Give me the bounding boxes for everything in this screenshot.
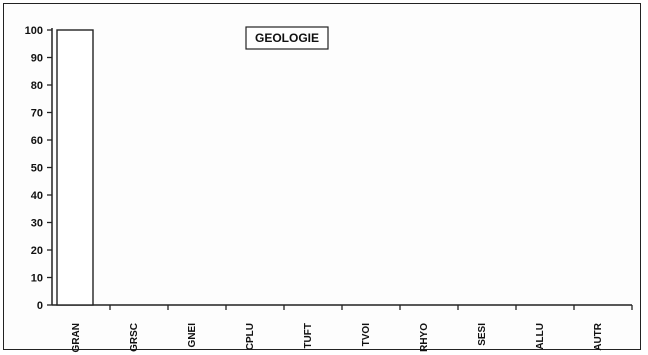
y-tick-label: 0 bbox=[37, 300, 43, 312]
y-tick-label: 80 bbox=[31, 80, 43, 92]
y-tick-label: 90 bbox=[31, 53, 43, 65]
y-tick-label: 70 bbox=[31, 108, 43, 120]
chart-title-box: GEOLOGIE bbox=[245, 26, 329, 50]
bar-gran bbox=[56, 29, 94, 306]
x-axis-labels: GRAN GRSC GNEI CPLU TUFT TVOI RHYO SESI ALLU AUTR bbox=[71, 305, 633, 352]
chart-title-border bbox=[245, 26, 329, 50]
x-tick-label: GRSC bbox=[129, 323, 140, 352]
y-tick-label: 60 bbox=[31, 135, 43, 147]
x-tick-label: GNEI bbox=[187, 323, 198, 348]
x-tick-label: GRAN bbox=[71, 323, 82, 352]
y-tick-label: 20 bbox=[31, 245, 43, 257]
y-tick-label: 40 bbox=[31, 190, 43, 202]
chart-frame bbox=[3, 3, 641, 350]
x-tick-label: RHYO bbox=[419, 323, 430, 352]
y-tick-label: 30 bbox=[31, 218, 43, 230]
y-tick-label: 100 bbox=[25, 25, 43, 37]
y-axis-ticks: 0 10 20 30 40 50 60 70 80 90 100 bbox=[25, 25, 52, 312]
x-tick-label: TVOI bbox=[361, 323, 372, 347]
x-tick-label: CPLU bbox=[245, 323, 256, 350]
bars bbox=[56, 29, 94, 306]
x-tick-label: TUFT bbox=[303, 323, 314, 349]
y-tick-label: 50 bbox=[31, 163, 43, 175]
chart-title: GEOLOGIE bbox=[255, 31, 319, 45]
y-tick-label: 10 bbox=[31, 273, 43, 285]
x-tick-label: AUTR bbox=[593, 322, 604, 351]
x-tick-label: ALLU bbox=[535, 323, 546, 350]
x-tick-label: SESI bbox=[477, 323, 488, 346]
chart-axes bbox=[51, 28, 632, 306]
